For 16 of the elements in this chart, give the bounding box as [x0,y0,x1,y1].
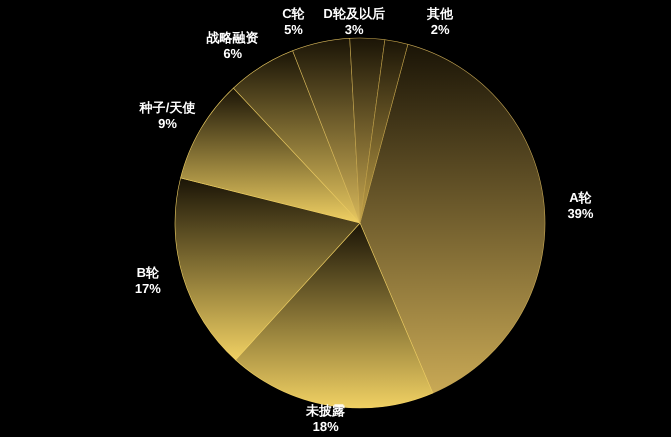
slice-label: B轮 [136,264,160,280]
data-label: 39% [567,206,594,222]
slice-label: A轮 [569,190,593,206]
data-label: 17% [134,280,162,296]
data-label: 2% [430,22,450,37]
slice-label: 战略融资 [206,30,259,45]
slice-label: D轮及以后 [323,6,385,21]
slice-label: 其他 [426,6,454,21]
data-label: 6% [223,46,243,61]
data-label: 9% [158,116,178,132]
data-label: 5% [284,22,304,37]
data-label: 3% [344,22,364,37]
slice-label: 种子/天使 [138,100,196,116]
slice-label: 未披露 [305,403,346,418]
data-label: 18% [312,419,340,434]
slice-label: C轮 [282,6,306,21]
